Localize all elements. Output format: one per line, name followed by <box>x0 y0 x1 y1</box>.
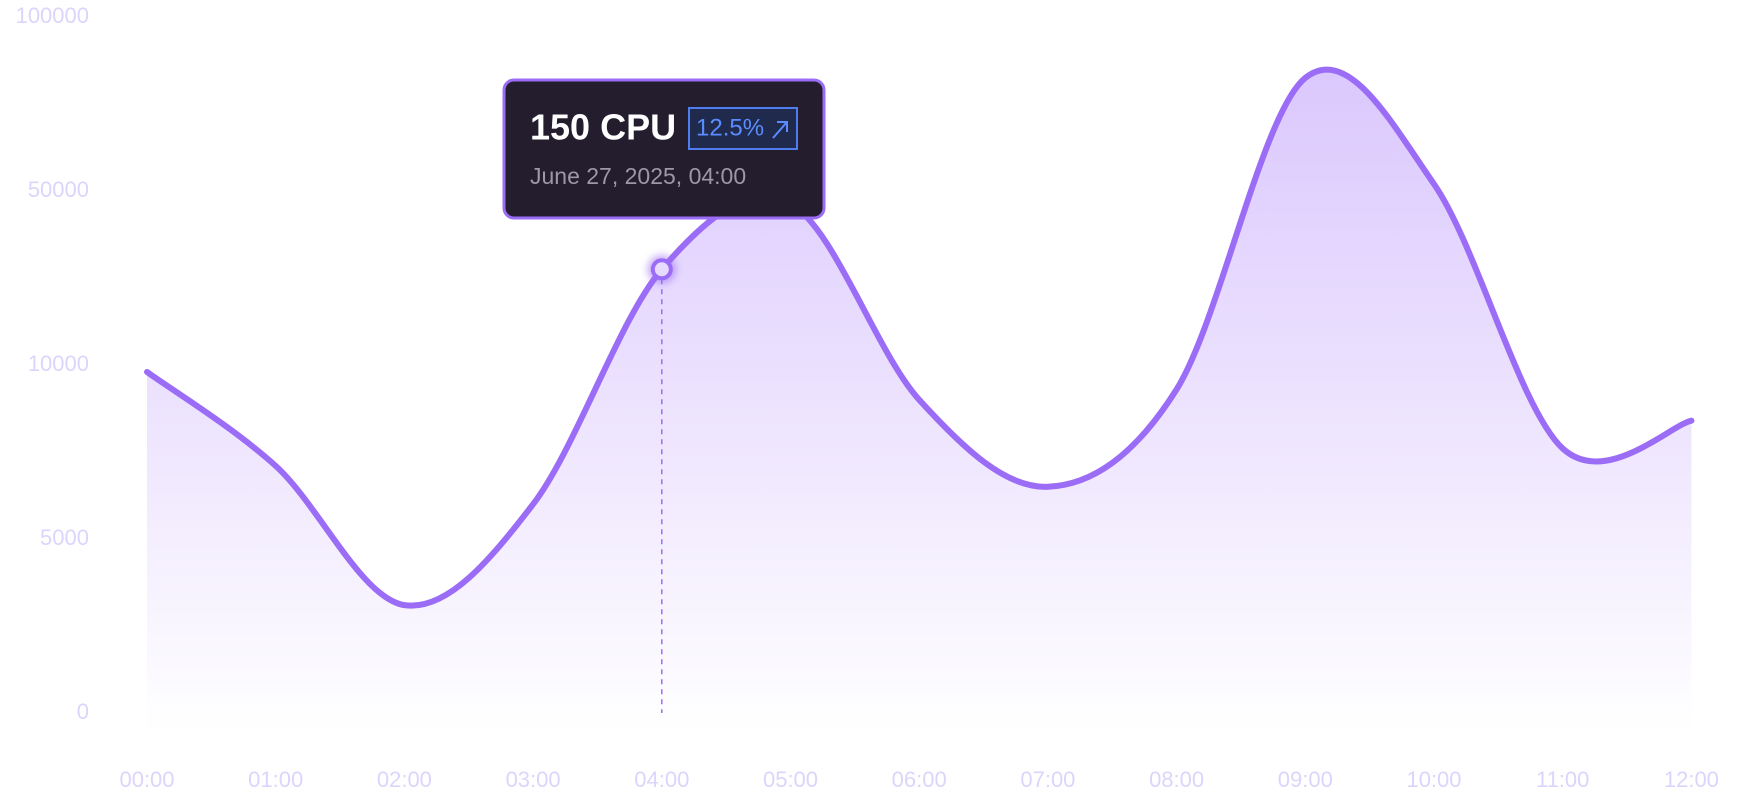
x-tick-label: 05:00 <box>763 767 818 792</box>
x-tick-label: 02:00 <box>377 767 432 792</box>
tooltip-date: June 27, 2025, 04:00 <box>530 163 746 189</box>
plot: 0 5000 10000 50000 100000 00:00 01:00 02:00 03:0… <box>16 3 1719 792</box>
arrow-icon <box>772 121 788 139</box>
x-tick-label: 10:00 <box>1406 767 1461 792</box>
x-tick-label: 11:00 <box>1536 767 1589 792</box>
x-tick-label: 12:00 <box>1664 767 1719 792</box>
y-tick-label: 0 <box>77 699 89 724</box>
active-point <box>650 258 673 281</box>
x-tick-label: 01:00 <box>248 767 303 792</box>
x-tick-label: 06:00 <box>892 767 947 792</box>
x-tick-label: 04:00 <box>634 767 689 792</box>
tooltip-change: 12.5% <box>696 114 764 141</box>
y-tick-label: 10000 <box>28 351 89 376</box>
y-tick-label: 50000 <box>28 177 89 202</box>
line <box>144 66 1695 609</box>
x-tick-label: 08:00 <box>1149 767 1204 792</box>
y-tick-label: 100000 <box>16 3 89 28</box>
x-tick-label: 00:00 <box>119 767 174 792</box>
x-tick-label: 09:00 <box>1278 767 1333 792</box>
change-badge <box>688 107 798 150</box>
tooltip-title: 150 CPU <box>530 107 676 148</box>
y-tick-label: 5000 <box>40 525 89 550</box>
x-tick-label: 03:00 <box>506 767 561 792</box>
tooltip: 150 CPU 12.5% June 27, 2025, 04:00 <box>502 78 826 220</box>
x-tick-label: 07:00 <box>1020 767 1075 792</box>
